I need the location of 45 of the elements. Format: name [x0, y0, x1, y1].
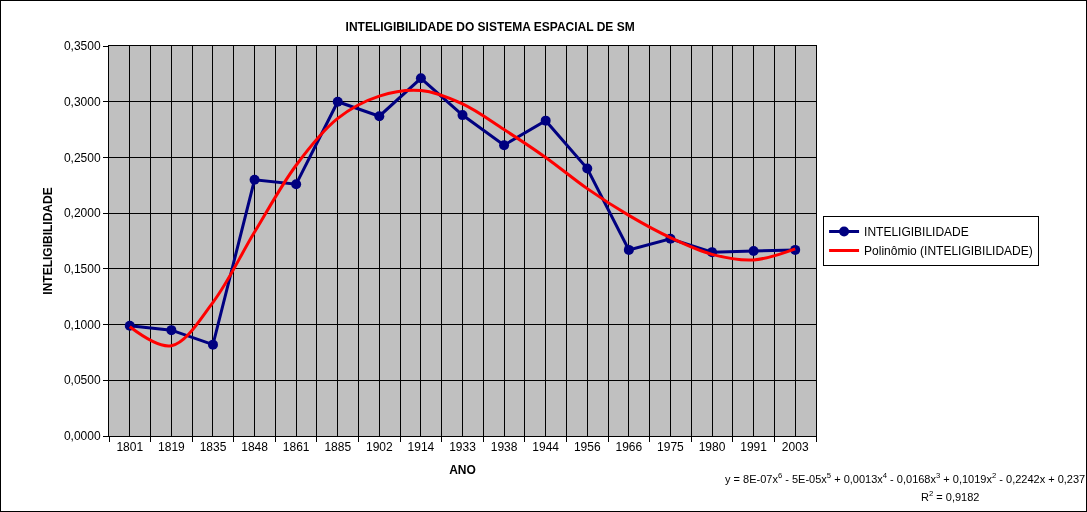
chart-title: INTELIGIBILIDADE DO SISTEMA ESPACIAL DE SM — [345, 19, 635, 34]
point — [291, 179, 302, 190]
x-tick-label: 1991 — [740, 440, 768, 455]
y-tick-label: 0,2500 — [63, 150, 101, 165]
point — [166, 325, 177, 336]
x-tick-label: 1848 — [241, 440, 269, 455]
legend-label: INTELIGIBILIDADE — [864, 225, 969, 240]
x-tick-label: 1975 — [657, 440, 685, 455]
x-tick-label: 1885 — [324, 440, 352, 455]
point — [582, 163, 593, 174]
point — [332, 96, 343, 107]
text: y = 8E-07x$^{6}$ - 5E-05x$^{5}$ + 0,0013x$^{4}$ - 0,0168x$^{3}$ + 0,1019x$^{2}$ - 0,2242x + 0,237 — [725, 471, 1086, 485]
x-tick-label: 2003 — [781, 440, 809, 455]
point — [623, 244, 634, 255]
x-tick-label: 1966 — [615, 440, 643, 455]
x-tick-label: 1938 — [490, 440, 518, 455]
x-tick-label: 1902 — [365, 440, 393, 455]
point — [457, 110, 468, 121]
point — [748, 246, 759, 257]
x-tick-label: 1801 — [116, 440, 144, 455]
x-tick-label: 1944 — [532, 440, 560, 455]
point — [249, 174, 260, 185]
legend-label: Polinômio (INTELIGIBILIDADE) — [864, 244, 1033, 259]
point — [499, 140, 510, 151]
x-tick-label: 1933 — [449, 440, 477, 455]
y-tick-label: 0,0500 — [63, 373, 101, 388]
y-tick-label: 0,2000 — [63, 206, 101, 221]
x-tick-label: 1956 — [573, 440, 601, 455]
x-tick-label: 1980 — [698, 440, 726, 455]
x-tick-label: 1914 — [407, 440, 435, 455]
point — [207, 339, 218, 350]
x-tick-label: 1819 — [158, 440, 186, 455]
x-tick-label: 1861 — [282, 440, 310, 455]
point — [415, 73, 426, 84]
x-tick-label: 1835 — [199, 440, 227, 455]
y-tick-label: 0,0000 — [63, 429, 101, 444]
y-tick-label: 0,3500 — [63, 39, 101, 54]
point — [374, 111, 385, 122]
y-tick-label: 0,1500 — [63, 262, 101, 277]
point — [540, 115, 551, 126]
y-tick-label: 0,1000 — [63, 317, 101, 332]
y-tick-label: 0,3000 — [63, 94, 101, 109]
x-axis-title: ANO — [449, 463, 476, 478]
text: R$^{2}$ = 0,9182 — [921, 489, 980, 503]
y-axis-title: INTELIGIBILIDADE — [41, 187, 56, 295]
